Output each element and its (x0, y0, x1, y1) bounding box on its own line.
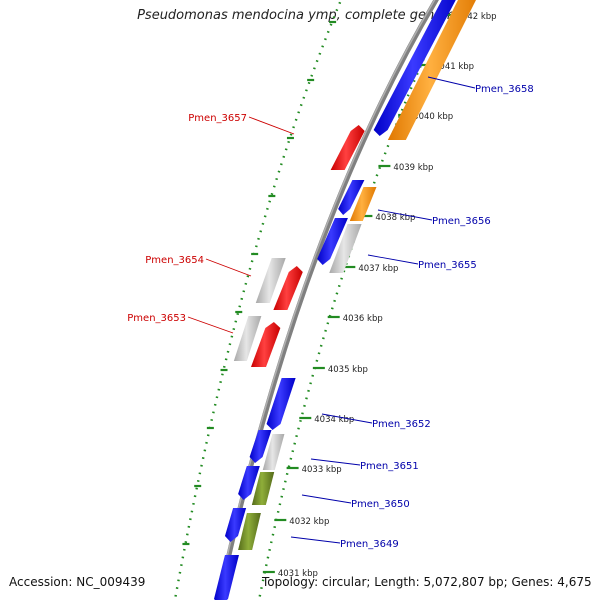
gene-label-leader (427, 76, 476, 89)
gene-label-forward: Pmen_3651 (360, 461, 419, 472)
gene-pmen-3655-feature (317, 218, 348, 265)
gene-pmen-3653-feature (250, 322, 281, 367)
olive-feature (238, 513, 261, 550)
gene-label-reverse: Pmen_3653 (127, 313, 186, 324)
gene-pmen-3658-feature (373, 0, 456, 136)
scale-tick-label: 4031 kbp (278, 569, 318, 579)
pseudogene-feature (329, 224, 362, 273)
gene-feature (249, 430, 272, 463)
gene-label-leader (248, 116, 295, 135)
scale-tick-label: 4037 kbp (358, 264, 398, 274)
gene-label-leader (310, 458, 361, 466)
gene-label-reverse: Pmen_3657 (188, 113, 247, 124)
gene-label-leader (377, 209, 433, 221)
scale-tick-label: 4039 kbp (393, 163, 433, 173)
gene-label-forward: Pmen_3656 (432, 216, 491, 227)
scale-tick-label: 4032 kbp (289, 517, 329, 527)
gene-label-forward: Pmen_3650 (351, 499, 410, 510)
gene-pmen-3657-feature (330, 125, 365, 170)
scale-tick-label: 4035 kbp (328, 365, 368, 375)
gene-label-forward: Pmen_3649 (340, 539, 399, 550)
gene-pmen-3652-feature (266, 378, 296, 430)
scale-tick-label: 4033 kbp (302, 465, 342, 475)
genome-summary-label: Topology: circular; Length: 5,072,807 bp… (262, 575, 592, 589)
gene-label-leader (205, 258, 252, 277)
rna-feature (387, 0, 476, 140)
gene-label-leader (290, 536, 341, 544)
pseudogene-feature (262, 434, 285, 470)
gene-label-forward: Pmen_3658 (475, 84, 534, 95)
genome-title: Pseudomonas mendocina ymp, complete geno… (137, 8, 463, 23)
scale-tick-label: 4036 kbp (343, 314, 383, 324)
scale-tick-label: 4041 kbp (434, 62, 474, 72)
gene-label-leader (321, 413, 373, 424)
gene-feature (214, 555, 239, 600)
gene-label-leader (187, 316, 234, 334)
inner-dotted-ring (173, 0, 343, 600)
gene-label-leader (367, 254, 419, 265)
pseudogene-feature (233, 316, 262, 361)
scale-tick-label: 4034 kbp (314, 415, 354, 425)
gene-feature (224, 508, 247, 542)
gene-label-forward: Pmen_3652 (372, 419, 431, 430)
scale-tick-label: 4042 kbp (457, 12, 497, 22)
genome-backbone-highlight (216, 0, 436, 600)
gene-pmen-3654-feature (273, 266, 303, 310)
scale-tick-label: 4038 kbp (375, 213, 415, 223)
pseudogene-feature (255, 258, 286, 303)
gene-label-leader (301, 494, 352, 504)
rna-feature (349, 187, 377, 221)
olive-feature (251, 472, 275, 505)
accession-label: Accession: NC_009439 (9, 575, 146, 589)
gene-feature (338, 180, 365, 215)
gene-label-forward: Pmen_3655 (418, 260, 477, 271)
gene-label-reverse: Pmen_3654 (145, 255, 204, 266)
gene-feature (238, 466, 260, 500)
genome-backbone (216, 0, 439, 600)
scale-tick-label: 4040 kbp (413, 112, 453, 122)
